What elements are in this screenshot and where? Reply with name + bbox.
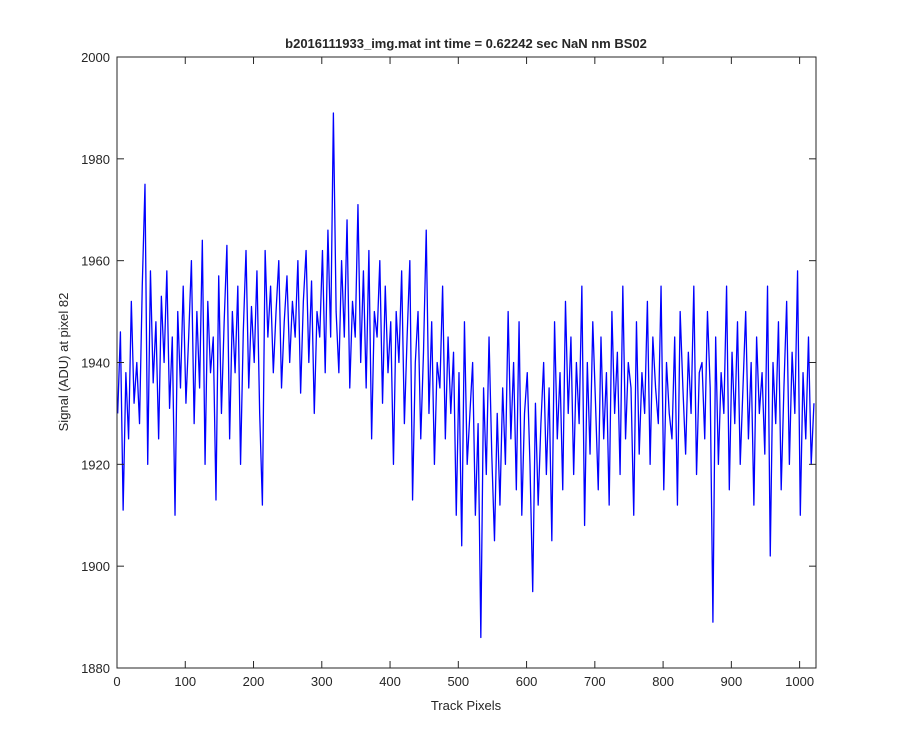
- x-tick-label: 300: [311, 674, 333, 689]
- x-tick-label: 100: [174, 674, 196, 689]
- x-tick-label: 800: [652, 674, 674, 689]
- y-tick-label: 1960: [81, 254, 110, 269]
- y-tick-label: 1920: [81, 457, 110, 472]
- y-tick-label: 2000: [81, 50, 110, 65]
- y-tick-label: 1940: [81, 356, 110, 371]
- y-tick-label: 1980: [81, 152, 110, 167]
- x-axis-label: Track Pixels: [431, 698, 502, 713]
- x-tick-label: 700: [584, 674, 606, 689]
- y-tick-label: 1880: [81, 661, 110, 676]
- x-tick-label: 200: [243, 674, 265, 689]
- y-axis-label: Signal (ADU) at pixel 82: [56, 293, 71, 432]
- data-line: [117, 112, 815, 639]
- x-tick-label: 1000: [785, 674, 814, 689]
- x-tick-label: 0: [113, 674, 120, 689]
- x-tick-label: 500: [447, 674, 469, 689]
- chart-title: b2016111933_img.mat int time = 0.62242 s…: [285, 36, 647, 51]
- x-tick-label: 400: [379, 674, 401, 689]
- y-tick-label: 1900: [81, 559, 110, 574]
- x-tick-label: 900: [721, 674, 743, 689]
- x-tick-label: 600: [516, 674, 538, 689]
